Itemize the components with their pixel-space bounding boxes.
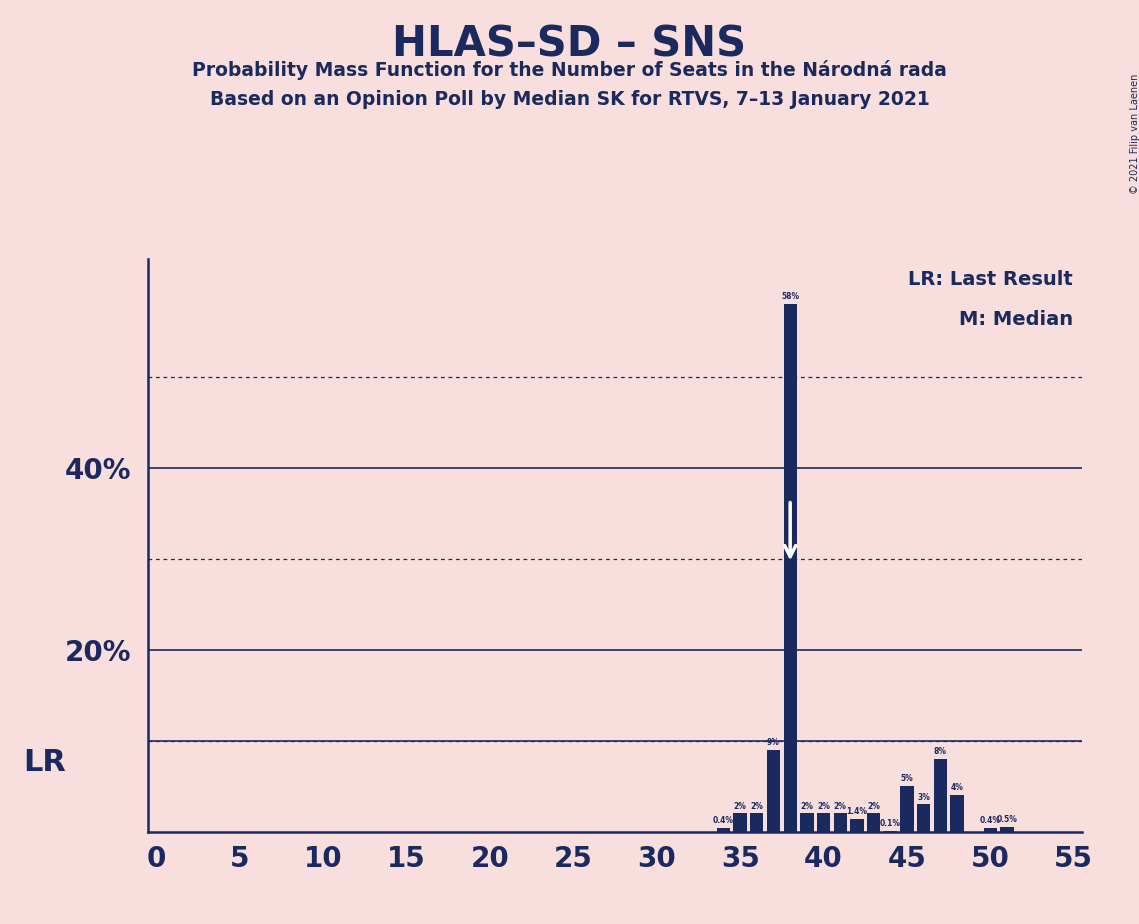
Text: 58%: 58%: [781, 293, 800, 301]
Bar: [801, 813, 813, 832]
Bar: [867, 813, 880, 832]
Text: Based on an Opinion Poll by Median SK for RTVS, 7–13 January 2021: Based on an Opinion Poll by Median SK fo…: [210, 90, 929, 109]
Bar: [834, 813, 847, 832]
Bar: [1000, 827, 1014, 832]
Text: LR: Last Result: LR: Last Result: [908, 270, 1073, 289]
Text: 8%: 8%: [934, 748, 947, 756]
Text: 9%: 9%: [767, 738, 780, 747]
Bar: [850, 819, 863, 832]
Text: 2%: 2%: [817, 802, 830, 810]
Text: 4%: 4%: [951, 784, 964, 793]
Bar: [716, 828, 730, 832]
Text: LR: LR: [23, 748, 66, 777]
Bar: [950, 796, 964, 832]
Text: 2%: 2%: [834, 802, 846, 810]
Text: 3%: 3%: [917, 793, 931, 802]
Text: © 2021 Filip van Laenen: © 2021 Filip van Laenen: [1130, 74, 1139, 194]
Bar: [734, 813, 747, 832]
Text: 2%: 2%: [801, 802, 813, 810]
Bar: [784, 304, 797, 832]
Bar: [900, 786, 913, 832]
Text: 0.4%: 0.4%: [980, 816, 1001, 825]
Bar: [751, 813, 763, 832]
Bar: [817, 813, 830, 832]
Text: HLAS–SD – SNS: HLAS–SD – SNS: [393, 23, 746, 65]
Text: 2%: 2%: [867, 802, 880, 810]
Text: 5%: 5%: [901, 774, 913, 784]
Text: 0.1%: 0.1%: [879, 819, 901, 828]
Text: 2%: 2%: [751, 802, 763, 810]
Text: 0.5%: 0.5%: [997, 815, 1017, 824]
Text: Probability Mass Function for the Number of Seats in the Národná rada: Probability Mass Function for the Number…: [192, 60, 947, 80]
Text: M: Median: M: Median: [959, 310, 1073, 329]
Text: 0.4%: 0.4%: [713, 816, 734, 825]
Bar: [917, 804, 931, 832]
Bar: [767, 749, 780, 832]
Bar: [984, 828, 997, 832]
Text: 2%: 2%: [734, 802, 746, 810]
Bar: [934, 759, 947, 832]
Text: 1.4%: 1.4%: [846, 808, 868, 816]
